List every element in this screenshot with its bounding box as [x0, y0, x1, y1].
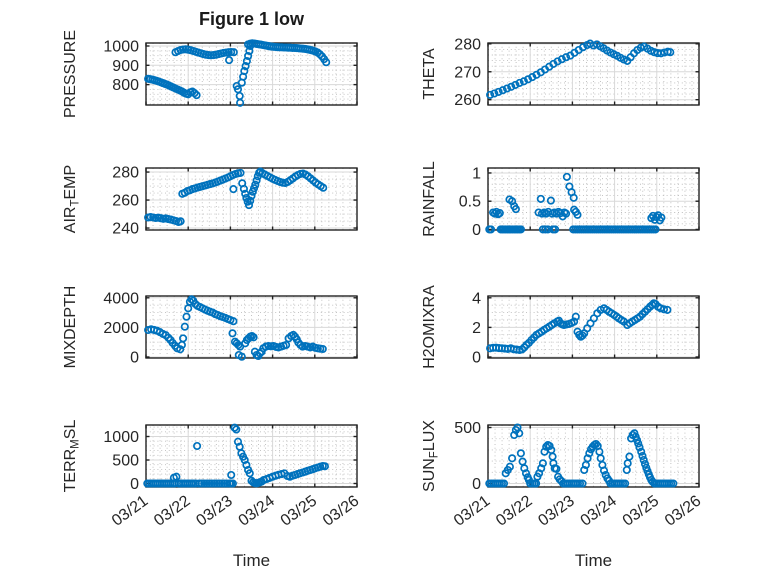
y-tick-label: 500: [454, 420, 481, 437]
y-tick-label: 4: [472, 290, 481, 307]
y-tick-label: 2: [472, 320, 481, 337]
minor-grid: [146, 425, 357, 487]
data-markers-h2omixra: [486, 299, 672, 355]
x-tick-label: 03/22: [493, 492, 535, 529]
y-tick-label: 240: [112, 221, 139, 238]
ylabel-terr-msl: TERRMSL: [62, 420, 82, 493]
minor-grid: [488, 168, 699, 230]
y-tick-label: 280: [112, 165, 139, 182]
y-tick-label: 1: [472, 165, 481, 182]
data-markers-air-temp: [144, 167, 328, 227]
figure-title: Figure 1 low: [198, 9, 304, 29]
axes-box: [145, 167, 358, 231]
axes-box: [487, 424, 700, 488]
x-tick-label: 03/25: [278, 492, 320, 529]
x-tick-label: 03/23: [535, 492, 577, 529]
y-tick-label: 0: [472, 222, 481, 239]
subplot-terr-msl: 0 500 1000 TERRMSL 03/21 03/22 03/23 03/24 03/25…: [62, 420, 362, 530]
y-tick-label: 0: [472, 476, 481, 493]
subplot-sun-flux: 0 500 SUNFLUX 03/21 03/22 03/23 03/24 03/25 03/2…: [421, 420, 704, 530]
y-tick-label: 900: [112, 58, 139, 75]
major-grid: [488, 296, 699, 358]
data-markers-rainfall: [485, 172, 666, 234]
data-markers-theta: [486, 39, 675, 99]
x-tick-label: 03/22: [151, 492, 193, 529]
x-tick-label: 03/21: [451, 492, 493, 529]
ylabel-sun-flux: SUNFLUX: [421, 420, 441, 492]
ylabel-theta: THETA: [421, 48, 438, 100]
x-tick-label: 03/26: [320, 492, 362, 529]
y-tick-label: 270: [454, 64, 481, 81]
subplot-mixdepth: 0 2000 4000 MIXDEPTH: [62, 286, 358, 369]
y-tick-label: 280: [454, 36, 481, 53]
x-tick-label: 03/23: [193, 492, 235, 529]
x-tick-label: 03/24: [578, 492, 620, 529]
ylabel-pressure: PRESSURE: [62, 30, 79, 118]
ylabel-mixdepth: MIXDEPTH: [62, 286, 79, 369]
x-tick-label: 03/26: [662, 492, 704, 529]
subplot-pressure: 800 900 1000 PRESSURE: [62, 30, 358, 118]
subplot-rainfall: 0 0.5 1 RAINFALL: [421, 161, 700, 239]
y-tick-label: 500: [112, 453, 139, 470]
data-markers-terr-msl: [143, 423, 329, 488]
data-markers-sun-flux: [485, 423, 678, 488]
subplot-air-temp: 240 260 280 AIRTEMP: [62, 165, 358, 238]
y-tick-label: 0.5: [459, 194, 481, 211]
data-markers-mixdepth: [144, 295, 327, 361]
y-tick-label: 260: [454, 92, 481, 109]
y-tick-label: 260: [112, 193, 139, 210]
ylabel-rainfall: RAINFALL: [421, 161, 438, 237]
x-tick-label: 03/24: [236, 492, 278, 529]
x-tick-label: 03/21: [109, 492, 151, 529]
xlabel-time-right: Time: [574, 551, 613, 570]
axes-box: [487, 295, 700, 359]
y-tick-label: 0: [130, 476, 139, 493]
y-tick-label: 4000: [103, 290, 139, 307]
data-markers-pressure: [144, 39, 331, 107]
y-tick-label: 1000: [103, 38, 139, 55]
y-tick-label: 800: [112, 77, 139, 94]
xlabel-time-left: Time: [232, 551, 271, 570]
subplot-h2omixra: 0 2 4 H2OMIXRA: [421, 285, 700, 369]
x-tick-label: 03/25: [620, 492, 662, 529]
subplot-theta: 260 270 280 THETA: [421, 36, 700, 109]
y-tick-label: 0: [472, 349, 481, 366]
y-tick-label: 1000: [103, 429, 139, 446]
ylabel-air-temp: AIRTEMP: [62, 165, 82, 233]
y-tick-label: 2000: [103, 320, 139, 337]
y-tick-label: 0: [130, 349, 139, 366]
ylabel-h2omixra: H2OMIXRA: [421, 285, 438, 369]
